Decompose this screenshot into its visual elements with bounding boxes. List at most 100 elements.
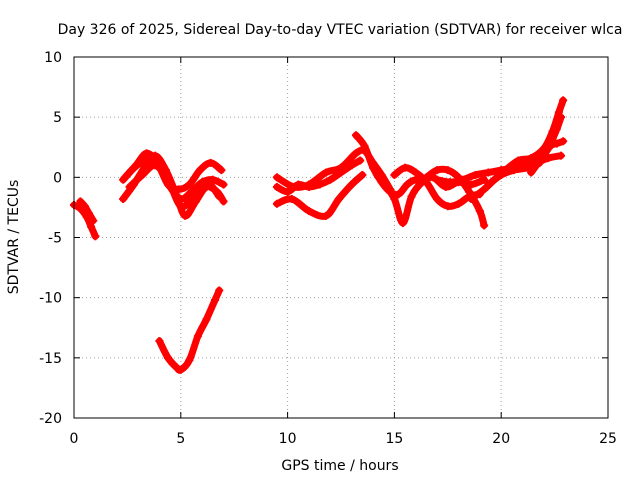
data-point — [76, 197, 85, 206]
data-point — [322, 211, 331, 220]
y-tick-label: 0 — [53, 170, 62, 186]
data-point — [121, 173, 130, 182]
series-arc-6 — [125, 161, 224, 211]
data-point — [91, 232, 100, 241]
x-tick-label: 25 — [599, 431, 617, 447]
data-point — [484, 168, 493, 177]
data-point — [206, 158, 215, 167]
data-point — [390, 170, 399, 179]
data-point — [219, 180, 228, 189]
data-point — [559, 137, 568, 146]
data-point — [471, 170, 480, 179]
data-point — [465, 187, 474, 196]
data-point — [467, 194, 476, 203]
data-point — [87, 222, 96, 231]
data-point — [315, 180, 324, 189]
data-point — [407, 192, 416, 201]
data-point — [322, 168, 331, 177]
y-tick-label: -5 — [48, 231, 62, 247]
data-point — [443, 202, 452, 211]
data-point — [433, 194, 442, 203]
series-arc-18 — [501, 96, 568, 175]
data-point — [138, 170, 147, 179]
data-point — [196, 166, 205, 175]
data-point — [433, 175, 442, 184]
data-point — [119, 194, 128, 203]
data-point — [514, 156, 523, 165]
data-point — [458, 175, 467, 184]
data-point — [304, 180, 313, 189]
data-point — [548, 127, 557, 136]
y-axis-label: SDTVAR / TECUs — [6, 180, 22, 295]
series-line — [76, 197, 97, 225]
data-point — [369, 163, 378, 172]
data-point — [272, 199, 281, 208]
data-point — [163, 353, 172, 362]
data-point — [334, 194, 343, 203]
data-point — [163, 175, 172, 184]
data-point — [403, 180, 412, 189]
data-point — [398, 219, 407, 228]
x-tick-label: 5 — [176, 431, 185, 447]
data-point — [411, 175, 420, 184]
data-point — [454, 199, 463, 208]
data-point — [394, 190, 403, 199]
data-point — [272, 182, 281, 191]
data-point — [142, 149, 151, 158]
data-point — [202, 315, 211, 324]
x-tick-label: 20 — [492, 431, 510, 447]
data-point — [552, 139, 561, 148]
data-point — [390, 194, 399, 203]
data-point — [176, 365, 185, 374]
data-point — [411, 168, 420, 177]
data-point — [443, 166, 452, 175]
x-tick-label: 0 — [70, 431, 79, 447]
x-axis-label: GPS time / hours — [281, 458, 398, 474]
data-point — [401, 163, 410, 172]
data-point — [326, 175, 335, 184]
data-point — [527, 168, 536, 177]
data-point — [337, 163, 345, 172]
data-point — [84, 209, 93, 218]
data-point — [155, 336, 164, 345]
data-point — [215, 192, 224, 201]
data-point — [172, 363, 181, 372]
data-point — [480, 185, 489, 194]
data-point — [522, 163, 531, 172]
y-tick-label: -15 — [39, 351, 62, 367]
data-point — [215, 286, 224, 295]
y-tick-label: -10 — [39, 291, 62, 307]
data-point — [554, 108, 563, 117]
data-point — [185, 180, 194, 189]
data-point — [80, 202, 89, 211]
data-point — [475, 207, 484, 216]
data-point — [185, 356, 194, 365]
y-tick-label: 10 — [44, 50, 62, 66]
data-point — [467, 180, 476, 189]
data-point — [347, 180, 356, 189]
series-arc-2 — [76, 197, 98, 225]
data-point — [131, 161, 140, 170]
data-point — [125, 182, 134, 191]
data-point — [527, 154, 536, 163]
data-point — [287, 194, 296, 203]
data-point — [89, 216, 98, 225]
data-point — [360, 142, 369, 151]
x-tick-label: 15 — [385, 431, 403, 447]
data-point — [497, 170, 506, 179]
y-tick-label: -20 — [39, 411, 62, 427]
data-point — [283, 187, 292, 196]
data-point — [537, 154, 546, 163]
data-point — [217, 166, 226, 175]
data-point — [422, 173, 431, 182]
series-arc-19 — [527, 137, 568, 177]
data-point — [210, 296, 219, 305]
data-point — [151, 161, 160, 170]
data-point — [189, 192, 198, 201]
data-point — [358, 170, 367, 179]
data-point — [484, 180, 493, 189]
data-series — [70, 96, 568, 374]
y-tick-label: 5 — [53, 110, 62, 126]
